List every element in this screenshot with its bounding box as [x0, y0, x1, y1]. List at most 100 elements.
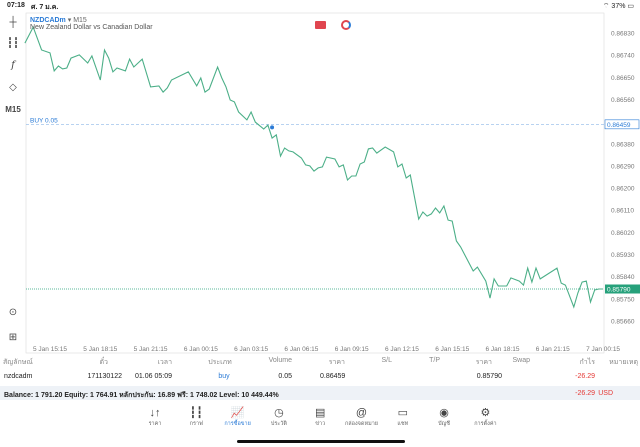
y-tick-label: 0.85840	[611, 274, 635, 281]
account-icon: ◉	[439, 407, 449, 419]
y-tick-label: 0.85930	[611, 252, 635, 259]
column-header: ราคา	[328, 359, 345, 366]
x-tick-label: 6 Jan 00:15	[184, 346, 218, 353]
tab-mailbox[interactable]: @ กล่องจดหมาย	[342, 406, 382, 428]
history-icon: ◷	[274, 407, 284, 419]
price-chart[interactable]: 0.86830 0.86740 0.86650 0.86560 0.86380 0.862…	[0, 0, 640, 355]
y-tick-label: 0.86380	[611, 141, 635, 148]
position-ticket: 171130122	[87, 373, 122, 380]
buy-label: BUY 0.05	[30, 117, 58, 124]
tab-label: บัญชี	[438, 421, 451, 427]
chat-icon: ▭	[397, 407, 408, 419]
column-header: ตั๋ว	[99, 359, 108, 366]
y-tick-label: 0.86110	[611, 208, 634, 215]
charts-icon: ┇┇	[189, 407, 203, 419]
column-header: เวลา	[157, 359, 172, 366]
quotes-icon: ↓↑	[149, 407, 161, 419]
y-tick-label: 0.85750	[611, 296, 635, 303]
tab-label: กล่องจดหมาย	[344, 421, 379, 427]
y-tick-label: 0.86650	[611, 75, 635, 82]
balance-text: Balance: 1 791.20 Equity: 1 764.91 หลักป…	[4, 392, 279, 399]
date: ศ. 7 ม.ค.	[31, 4, 59, 11]
chart-symbol[interactable]: NZDCADm ▾ M15	[30, 17, 87, 24]
y-tick-label: 0.86740	[611, 53, 635, 60]
position-time: 01.06 05:09	[135, 373, 172, 380]
tab-news[interactable]: ▤ ข่าว	[300, 406, 340, 428]
price-series-line	[24, 25, 604, 309]
x-tick-label: 6 Jan 09:15	[335, 346, 369, 353]
position-volume: 0.05	[278, 373, 292, 380]
tab-history[interactable]: ◷ ประวัติ	[259, 406, 299, 428]
tab-quotes[interactable]: ↓↑ ราคา	[135, 406, 175, 428]
news-icon: ▤	[314, 407, 326, 419]
zoom-icon[interactable]: ⊙	[8, 307, 18, 318]
column-header: หมายเหตุ	[609, 359, 638, 366]
x-tick-label: 6 Jan 06:15	[284, 346, 318, 353]
x-tick-label: 6 Jan 21:15	[536, 346, 570, 353]
crosshair-icon[interactable]: ┼	[9, 17, 17, 28]
column-header: ประเภท	[208, 359, 232, 366]
x-tick-label: 6 Jan 15:15	[435, 346, 469, 353]
add-icon[interactable]: ⊞	[8, 332, 18, 343]
y-tick-label: 0.86830	[611, 31, 635, 38]
indicator-icon[interactable]	[341, 20, 351, 30]
total-profit: -26.29	[575, 390, 595, 397]
position-profit: -26.29	[575, 373, 595, 380]
column-header: S/L	[381, 357, 392, 364]
one-click-trading-icon[interactable]	[315, 21, 326, 29]
buy-price-tag-label: 0.86459	[607, 122, 631, 129]
status-bar: 07:18 ศ. 7 ม.ค. ⌔ 37% ▭	[0, 0, 640, 12]
tab-trade[interactable]: 📈 การซื้อขาย	[218, 406, 258, 428]
x-tick-label: 6 Jan 03:15	[234, 346, 268, 353]
trade-icon: 📈	[230, 407, 245, 419]
tab-account[interactable]: ◉ บัญชี	[424, 406, 464, 428]
settings-icon: ⚙	[480, 407, 491, 419]
tab-label: กราฟ	[189, 421, 203, 427]
currency: USD	[598, 390, 613, 397]
y-tick-label: 0.85660	[611, 319, 635, 326]
tab-label: การตั้งค่า	[474, 421, 497, 427]
timeframe-button[interactable]: M15	[5, 105, 21, 114]
column-header: Volume	[268, 357, 292, 364]
y-tick-label: 0.86200	[611, 186, 635, 193]
x-tick-label: 5 Jan 21:15	[134, 346, 168, 353]
column-header: ราคา	[475, 359, 492, 366]
tab-label: ข่าว	[315, 421, 326, 427]
y-tick-label: 0.86560	[611, 97, 635, 104]
position-open-price: 0.86459	[320, 373, 346, 380]
y-tick-label: 0.86020	[611, 230, 635, 237]
chart-type-icon[interactable]: ┇┇	[6, 38, 20, 49]
objects-icon[interactable]: ◇	[9, 82, 17, 93]
account-summary: Balance: 1 791.20 Equity: 1 764.91 หลักป…	[0, 386, 640, 400]
column-header: สัญลักษณ์	[3, 359, 33, 366]
position-symbol: nzdcadm	[4, 373, 33, 380]
indicators-icon[interactable]: f	[11, 60, 15, 71]
symbol-description: New Zealand Dollar vs Canadian Dollar	[30, 24, 153, 31]
tab-charts[interactable]: ┇┇ กราฟ	[176, 406, 216, 428]
column-header: Swap	[512, 357, 530, 364]
column-header: T/P	[429, 357, 440, 364]
buy-marker[interactable]	[270, 125, 275, 130]
tab-chat[interactable]: ▭ แชท	[383, 406, 423, 428]
mailbox-icon: @	[355, 407, 368, 419]
position-type: buy	[218, 373, 230, 380]
chart-frame	[25, 12, 605, 354]
tab-label: ประวัติ	[270, 421, 287, 427]
current-price-tag-label: 0.85790	[607, 287, 631, 294]
tab-label: แชท	[397, 421, 409, 427]
battery: ⌔ 37% ▭	[602, 3, 634, 10]
x-tick-label: 5 Jan 15:15	[33, 346, 67, 353]
clock: 07:18	[7, 2, 25, 9]
x-tick-label: 5 Jan 18:15	[83, 346, 117, 353]
tab-label: ราคา	[148, 421, 162, 427]
position-price: 0.85790	[476, 373, 502, 380]
column-header: กำไร	[579, 359, 595, 366]
x-tick-label: 6 Jan 12:15	[385, 346, 419, 353]
x-tick-label: 6 Jan 18:15	[486, 346, 520, 353]
current-price-tag	[605, 284, 640, 294]
home-indicator	[237, 440, 405, 443]
x-tick-label: 7 Jan 00:15	[586, 346, 620, 353]
y-tick-label: 0.86290	[611, 163, 635, 170]
buy-price-tag	[604, 119, 640, 130]
tab-settings[interactable]: ⚙ การตั้งค่า	[465, 406, 505, 428]
